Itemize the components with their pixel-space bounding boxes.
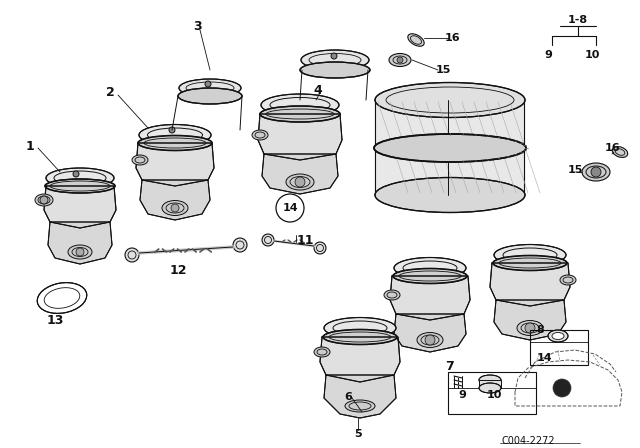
Ellipse shape — [162, 201, 188, 215]
Ellipse shape — [393, 268, 467, 284]
Ellipse shape — [132, 155, 148, 165]
Circle shape — [591, 167, 601, 177]
Ellipse shape — [345, 400, 375, 412]
Text: 14: 14 — [282, 203, 298, 213]
Ellipse shape — [408, 34, 424, 46]
Ellipse shape — [300, 62, 370, 78]
Circle shape — [425, 335, 435, 345]
Ellipse shape — [46, 168, 114, 188]
Circle shape — [397, 57, 403, 63]
Text: 3: 3 — [194, 20, 202, 33]
Text: 8: 8 — [536, 325, 544, 335]
Circle shape — [205, 81, 211, 87]
Ellipse shape — [179, 79, 241, 97]
Circle shape — [295, 177, 305, 187]
Text: 7: 7 — [445, 361, 454, 374]
Ellipse shape — [493, 255, 567, 271]
Ellipse shape — [260, 106, 340, 122]
Ellipse shape — [374, 134, 526, 162]
Ellipse shape — [375, 177, 525, 212]
Circle shape — [525, 323, 535, 333]
Text: 1: 1 — [26, 139, 35, 152]
Ellipse shape — [178, 88, 242, 104]
Ellipse shape — [552, 332, 564, 340]
Text: 13: 13 — [46, 314, 64, 327]
Text: 16: 16 — [604, 143, 620, 153]
Text: 2: 2 — [106, 86, 115, 99]
Circle shape — [262, 234, 274, 246]
Ellipse shape — [37, 283, 87, 314]
Text: 15: 15 — [567, 165, 582, 175]
Bar — [479, 380, 501, 388]
Text: 12: 12 — [169, 263, 187, 276]
Ellipse shape — [252, 130, 268, 140]
Polygon shape — [394, 314, 466, 352]
Text: 10: 10 — [584, 50, 600, 60]
Ellipse shape — [138, 135, 212, 151]
Ellipse shape — [612, 146, 628, 157]
Ellipse shape — [35, 194, 53, 206]
Circle shape — [40, 196, 48, 204]
Ellipse shape — [560, 275, 576, 285]
Ellipse shape — [494, 245, 566, 266]
Text: 14: 14 — [537, 353, 553, 363]
Ellipse shape — [394, 258, 466, 279]
Ellipse shape — [389, 53, 411, 66]
Text: 15: 15 — [435, 65, 451, 75]
Ellipse shape — [517, 320, 543, 336]
Circle shape — [169, 127, 175, 133]
Ellipse shape — [301, 50, 369, 70]
Polygon shape — [44, 186, 116, 228]
Bar — [530, 330, 588, 365]
Text: 1-8: 1-8 — [568, 15, 588, 25]
Ellipse shape — [375, 82, 525, 117]
Polygon shape — [48, 222, 112, 264]
Text: 16: 16 — [444, 33, 460, 43]
Circle shape — [73, 171, 79, 177]
Text: 5: 5 — [354, 429, 362, 439]
Ellipse shape — [384, 290, 400, 300]
Ellipse shape — [548, 330, 568, 342]
Ellipse shape — [314, 347, 330, 357]
Ellipse shape — [479, 375, 501, 385]
Ellipse shape — [479, 383, 501, 393]
Text: 11: 11 — [296, 233, 314, 246]
Ellipse shape — [139, 125, 211, 146]
Polygon shape — [490, 263, 570, 306]
Ellipse shape — [261, 94, 339, 116]
Ellipse shape — [324, 318, 396, 339]
Text: 9: 9 — [544, 50, 552, 60]
Polygon shape — [136, 143, 214, 186]
Ellipse shape — [68, 245, 92, 259]
Circle shape — [125, 248, 139, 262]
Ellipse shape — [323, 329, 397, 345]
Circle shape — [171, 204, 179, 212]
Circle shape — [314, 242, 326, 254]
Polygon shape — [390, 276, 470, 320]
Text: 6: 6 — [344, 392, 352, 402]
Text: C004-2272: C004-2272 — [502, 436, 556, 446]
Circle shape — [553, 379, 571, 397]
Ellipse shape — [45, 179, 115, 193]
Polygon shape — [320, 337, 400, 382]
Polygon shape — [140, 180, 210, 220]
Circle shape — [233, 238, 247, 252]
Ellipse shape — [286, 174, 314, 190]
Polygon shape — [375, 100, 524, 195]
Text: 9: 9 — [458, 390, 466, 400]
Text: 10: 10 — [486, 390, 502, 400]
Polygon shape — [258, 114, 342, 160]
Ellipse shape — [582, 163, 610, 181]
Polygon shape — [262, 154, 338, 194]
Polygon shape — [494, 300, 566, 340]
Bar — [448, 372, 536, 414]
Circle shape — [76, 248, 84, 256]
Polygon shape — [324, 375, 396, 418]
Circle shape — [331, 53, 337, 59]
Text: 4: 4 — [314, 85, 323, 98]
Ellipse shape — [417, 332, 443, 348]
